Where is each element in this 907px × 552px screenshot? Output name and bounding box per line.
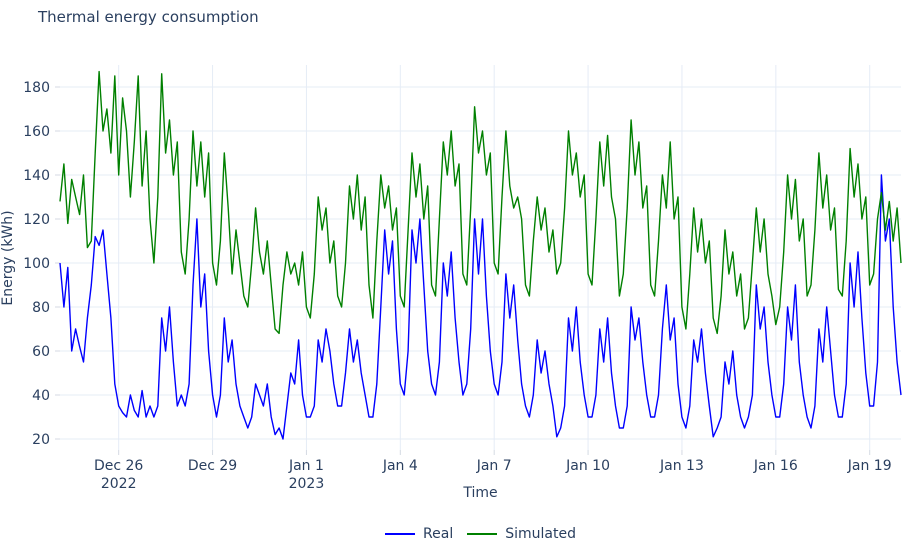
y-tick-label: 180 — [23, 80, 50, 96]
y-tick-label: 20 — [32, 432, 50, 448]
series-line-real — [59, 174, 902, 440]
simulated-line-swatch-icon — [467, 533, 498, 535]
legend-item-simulated[interactable]: Simulated — [467, 526, 576, 542]
x-tick-label: Jan 4 — [382, 458, 418, 474]
chart-title: Thermal energy consumption — [38, 8, 259, 26]
y-tick-label: 60 — [32, 344, 50, 360]
legend-label-simulated: Simulated — [505, 526, 576, 542]
x-tick-label: Dec 26 — [94, 458, 143, 474]
x-tick-label: Jan 7 — [476, 458, 512, 474]
x-tick-label: Dec 29 — [188, 458, 237, 474]
y-tick-label: 160 — [23, 124, 50, 140]
series-line-simulated — [59, 70, 902, 335]
y-tick-label: 100 — [23, 256, 50, 272]
real-line-swatch-icon — [385, 533, 416, 535]
x-tick-label: Jan 10 — [565, 458, 610, 474]
legend: Real Simulated — [60, 526, 901, 542]
x-tick-label: Jan 13 — [659, 458, 704, 474]
y-tick-label: 80 — [32, 300, 50, 316]
y-tick-label: 140 — [23, 168, 50, 184]
x-tick-label: Jan 19 — [847, 458, 892, 474]
x-tick-sublabel: 2022 — [101, 476, 137, 492]
y-tick-label: 120 — [23, 212, 50, 228]
y-tick-label: 40 — [32, 388, 50, 404]
x-axis-title: Time — [463, 485, 498, 501]
x-tick-label: Jan 1 — [288, 458, 324, 474]
x-tick-sublabel: 2023 — [289, 476, 325, 492]
legend-label-real: Real — [423, 526, 454, 542]
legend-item-real[interactable]: Real — [385, 526, 453, 542]
x-tick-label: Jan 16 — [753, 458, 798, 474]
